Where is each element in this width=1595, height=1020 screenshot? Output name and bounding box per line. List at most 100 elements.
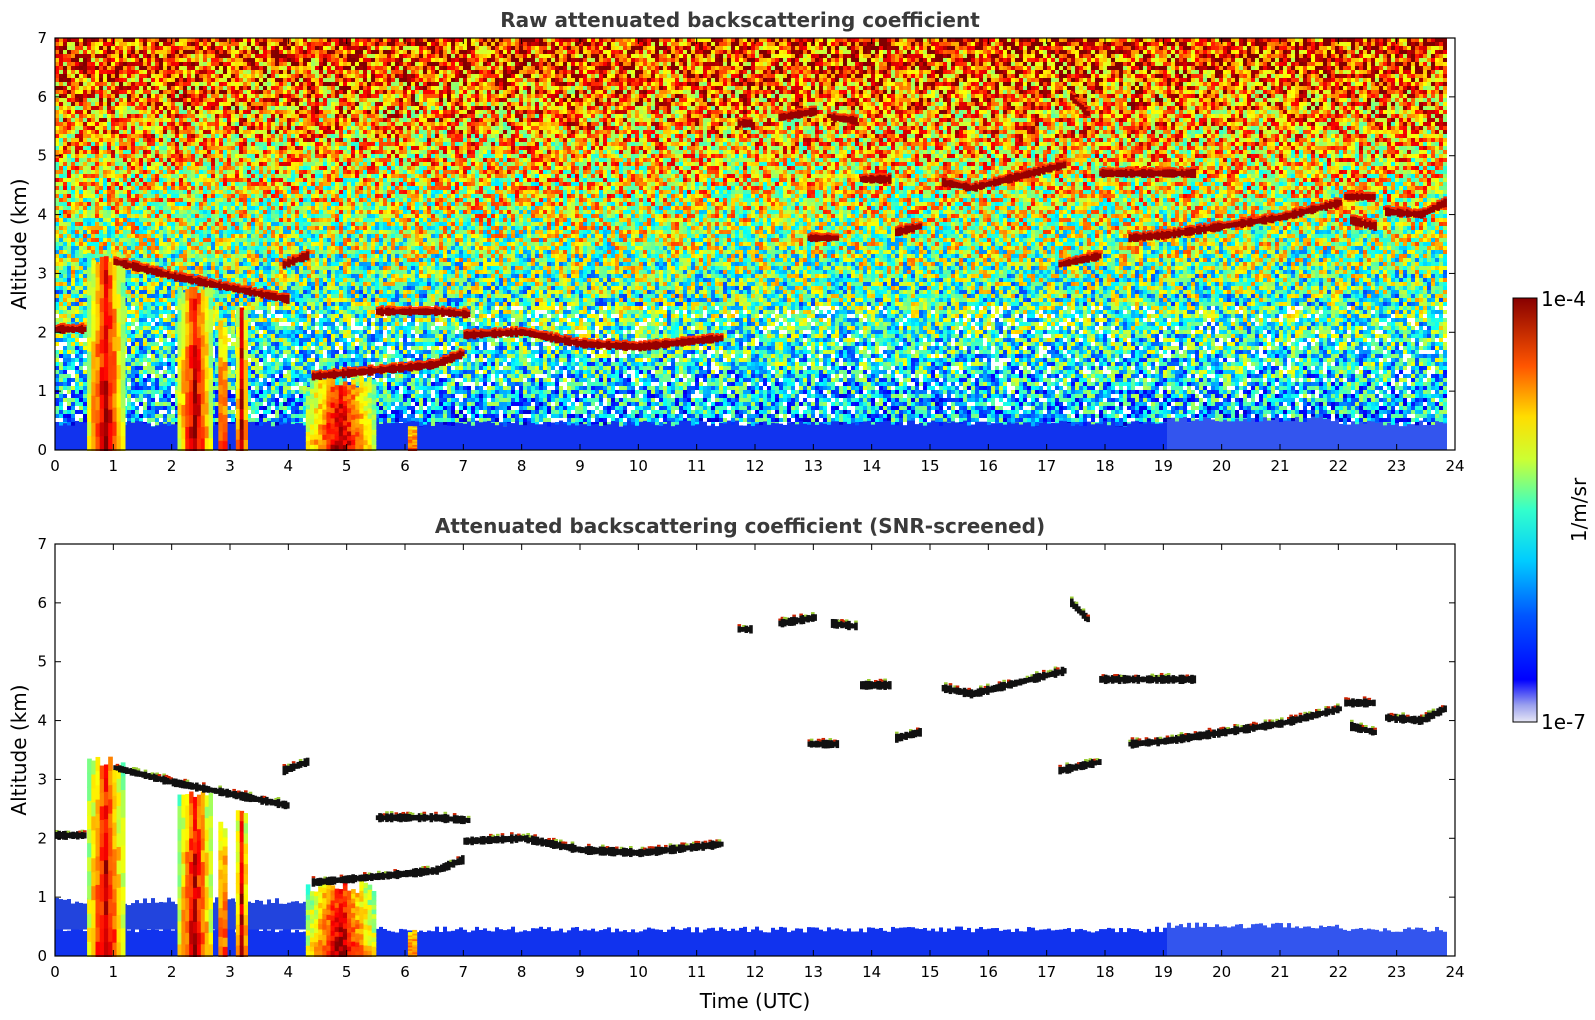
noise-cell [283,74,287,78]
noise-cell [1003,46,1007,50]
noise-cell [1279,58,1283,62]
noise-cell [567,78,571,82]
noise-cell [1247,62,1251,66]
noise-cell [731,58,735,62]
noise-cell [607,66,611,70]
noise-cell [1071,74,1075,78]
noise-cell [1287,78,1291,82]
noise-cell [691,54,695,58]
noise-cell [71,42,75,46]
noise-cell [915,78,919,82]
noise-cell [1283,46,1287,50]
noise-cell [275,50,279,54]
noise-cell [735,50,739,54]
noise-cell [507,46,511,50]
noise-cell [1371,54,1375,58]
noise-cell [471,70,475,74]
noise-cell [975,58,979,62]
noise-cell [1439,42,1443,46]
noise-cell [175,50,179,54]
noise-cell [1427,54,1431,58]
noise-cell [1423,42,1427,46]
noise-cell [367,78,371,82]
noise-cell [627,66,631,70]
noise-cell [1023,74,1027,78]
noise-cell [1155,78,1159,82]
noise-cell [1019,78,1023,82]
noise-cell [1163,50,1167,54]
noise-cell [1055,58,1059,62]
noise-cell [1139,74,1143,78]
noise-cell [99,54,103,58]
noise-cell [1067,70,1071,74]
noise-cell [835,70,839,74]
noise-cell [1407,78,1411,82]
noise-cell [1035,74,1039,78]
noise-cell [1091,46,1095,50]
noise-cell [1071,78,1075,82]
noise-cell [1335,66,1339,70]
noise-cell [1127,78,1131,82]
noise-cell [155,54,159,58]
noise-cell [559,62,563,66]
noise-cell [1103,62,1107,66]
noise-cell [1215,74,1219,78]
noise-cell [679,54,683,58]
noise-cell [411,70,415,74]
noise-cell [215,82,219,86]
noise-cell [1143,58,1147,62]
noise-cell [1267,62,1271,66]
noise-cell [423,66,427,70]
noise-cell [415,58,419,62]
noise-cell [95,50,99,54]
noise-cell [555,54,559,58]
noise-cell [871,70,875,74]
noise-cell [179,46,183,50]
noise-cell [1023,50,1027,54]
noise-cell [1163,46,1167,50]
noise-cell [875,58,879,62]
noise-cell [83,46,87,50]
noise-cell [967,46,971,50]
noise-cell [671,74,675,78]
noise-cell [1235,78,1239,82]
noise-cell [1431,70,1435,74]
noise-cell [819,46,823,50]
noise-cell [139,50,143,54]
noise-cell [1223,62,1227,66]
noise-cell [463,66,467,70]
noise-cell [1211,62,1215,66]
noise-cell [191,70,195,74]
noise-cell [911,54,915,58]
noise-cell [1071,62,1075,66]
noise-cell [759,46,763,50]
noise-cell [499,50,503,54]
noise-cell [467,62,471,66]
noise-cell [539,66,543,70]
noise-cell [199,54,203,58]
noise-cell [399,62,403,66]
noise-cell [763,62,767,66]
noise-cell [863,42,867,46]
noise-cell [435,74,439,78]
noise-cell [1435,62,1439,66]
noise-cell [159,66,163,70]
noise-cell [1247,54,1251,58]
noise-cell [339,46,343,50]
noise-cell [1303,46,1307,50]
noise-cell [935,74,939,78]
noise-cell [131,42,135,46]
noise-cell [883,42,887,46]
noise-cell [515,74,519,78]
noise-cell [747,62,751,66]
noise-cell [907,58,911,62]
noise-cell [855,74,859,78]
noise-cell [1191,42,1195,46]
noise-cell [543,58,547,62]
noise-cell [139,66,143,70]
noise-cell [455,70,459,74]
noise-cell [707,62,711,66]
noise-cell [391,78,395,82]
noise-cell [1187,46,1191,50]
noise-cell [1363,46,1367,50]
